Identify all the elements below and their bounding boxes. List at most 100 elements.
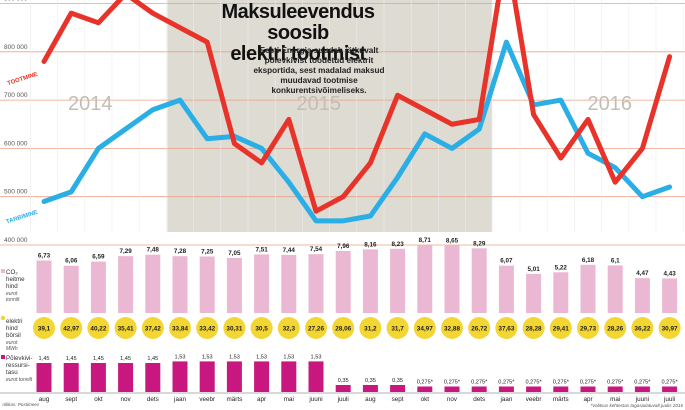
resource-bar xyxy=(580,386,596,392)
price-circle xyxy=(386,317,409,339)
price-value: 32,3 xyxy=(283,326,296,333)
resource-bar xyxy=(118,363,134,392)
y-tick-label: 900 000 xyxy=(4,0,28,3)
co2-bar xyxy=(199,256,215,313)
price-circle xyxy=(60,317,83,339)
resource-value: 1,45 xyxy=(66,356,77,362)
co2-bar xyxy=(580,264,596,313)
price-circle xyxy=(169,317,191,339)
co2-bar xyxy=(444,245,460,313)
row-label: hind xyxy=(6,283,18,290)
resource-bar xyxy=(362,385,378,392)
resource-bar xyxy=(444,386,460,392)
price-value: 37,42 xyxy=(145,326,161,333)
price-value: 29,73 xyxy=(580,326,596,333)
month-label: juuli xyxy=(663,396,675,403)
price-value: 42,97 xyxy=(63,326,79,333)
price-value: 36,22 xyxy=(634,326,650,333)
co2-value: 6,73 xyxy=(38,253,51,260)
series-label: TOOTMINE xyxy=(7,72,39,87)
month-label: dets xyxy=(147,396,159,403)
title-line-2: elektri tootmist xyxy=(230,43,366,65)
price-value: 34,97 xyxy=(417,326,433,333)
month-label: juuli xyxy=(337,396,349,403)
grid: 400 000 500 000 600 000 700 000 800 000 900 0… xyxy=(0,0,685,246)
co2-bar xyxy=(390,248,406,313)
co2-bar xyxy=(498,265,514,313)
resource-value: 1,53 xyxy=(256,354,267,360)
price-value: 30,97 xyxy=(662,326,678,333)
resource-bar xyxy=(254,361,270,392)
resource-bar xyxy=(90,363,106,392)
y-tick-label: 600 000 xyxy=(4,140,28,147)
co2-value: 6,18 xyxy=(582,257,595,264)
resource-bar xyxy=(172,361,188,392)
month-label: aug xyxy=(39,396,50,403)
co2-value: 7,44 xyxy=(283,247,296,254)
resource-value: 0,275* xyxy=(444,380,461,386)
resource-bar xyxy=(634,386,650,392)
price-value: 32,88 xyxy=(444,326,460,333)
resource-value: 0,275* xyxy=(580,380,597,386)
price-circle xyxy=(305,317,327,339)
co2-bar xyxy=(63,265,79,313)
year-labels: 2014 2015 2016 xyxy=(68,93,632,115)
co2-value: 7,96 xyxy=(337,243,350,250)
row-label: tasu xyxy=(6,369,18,376)
price-circle xyxy=(223,317,246,339)
row-label: CO₂ xyxy=(6,269,18,276)
month-label: okt xyxy=(94,396,103,403)
resource-value: 1,45 xyxy=(39,356,50,362)
co2-value: 7,51 xyxy=(255,246,268,253)
month-label: veebr xyxy=(526,396,542,403)
co2-marker xyxy=(1,269,5,273)
price-circle xyxy=(87,317,110,339)
co2-value: 5,01 xyxy=(527,266,540,273)
bar-rows: 6,73 6,06 6,59 7,29 7,48 7,28 7,25 7,05 7,51 7,44… xyxy=(33,237,681,392)
price-value: 40,22 xyxy=(90,326,106,333)
resource-bar xyxy=(607,386,623,392)
co2-bar xyxy=(254,254,270,313)
co2-value: 7,25 xyxy=(201,248,214,255)
resource-value: 0,275* xyxy=(471,380,488,386)
price-value: 35,41 xyxy=(118,326,134,333)
year-label: 2015 xyxy=(296,93,341,115)
month-axis: aug sept okt nov dets jaan veebr märts apr mai juu… xyxy=(0,392,685,408)
price-circle xyxy=(549,317,572,339)
resource-value: 1,45 xyxy=(93,356,104,362)
co2-value: 7,05 xyxy=(228,250,241,257)
y-tick-label: 700 000 xyxy=(4,92,28,99)
co2-bar xyxy=(281,254,297,313)
resource-value: 0,35 xyxy=(338,378,349,384)
resource-value: 0,275* xyxy=(634,380,651,386)
resource-value: 1,45 xyxy=(120,356,131,362)
price-value: 33,84 xyxy=(172,326,188,333)
co2-bar xyxy=(634,278,650,313)
price-circle xyxy=(332,317,355,339)
price-circle xyxy=(468,317,491,339)
price-value: 37,63 xyxy=(498,326,514,333)
price-circle xyxy=(413,317,436,339)
title-line-1: Maksuleevendus soosib xyxy=(221,1,375,44)
resource-bar xyxy=(553,386,569,392)
resource-bar xyxy=(199,361,215,392)
price-circle xyxy=(522,317,545,339)
y-tick-label: 500 000 xyxy=(4,189,28,196)
co2-bar xyxy=(553,272,569,313)
y-tick-label: 800 000 xyxy=(4,44,28,51)
price-value: 27,26 xyxy=(308,326,324,333)
price-value: 28,26 xyxy=(607,326,623,333)
price-circle xyxy=(631,317,654,339)
row-labels: CO₂heitmehindeurottonniltelektrihindbörs… xyxy=(0,269,33,383)
resource-bar xyxy=(226,361,242,392)
row-label: hind xyxy=(6,325,18,332)
resource-value: 1,53 xyxy=(202,354,213,360)
footnote: *Valitsus kehtestas tagasiulatuvalt juul… xyxy=(590,403,683,408)
resource-value: 1,53 xyxy=(311,354,322,360)
price-value: 29,41 xyxy=(553,326,569,333)
co2-bar xyxy=(335,250,351,313)
row-unit: MWh xyxy=(6,346,18,352)
year-label: 2014 xyxy=(68,93,113,115)
resource-value: 0,275* xyxy=(607,380,624,386)
row-unit: eurot tonnilt xyxy=(6,377,33,383)
